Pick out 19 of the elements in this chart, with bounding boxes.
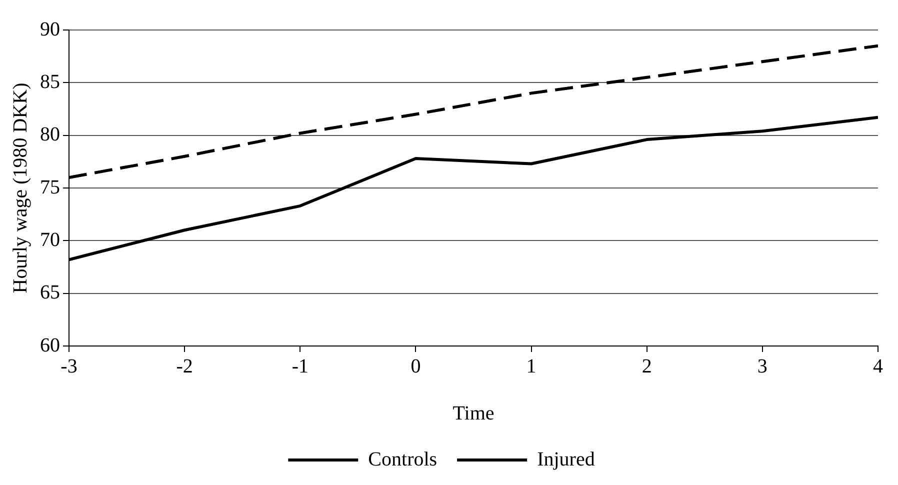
legend-label: Injured bbox=[537, 448, 595, 470]
y-axis-title: Hourly wage (1980 DKK) bbox=[9, 82, 32, 294]
x-tick-label: 0 bbox=[410, 355, 421, 378]
x-tick-label: 3 bbox=[757, 355, 768, 378]
legend-label: Controls bbox=[368, 448, 438, 470]
y-tick-label: 75 bbox=[40, 176, 60, 198]
x-axis-title: Time bbox=[452, 402, 494, 424]
y-tick-label: 70 bbox=[40, 228, 60, 251]
x-tick-label: 1 bbox=[526, 355, 536, 378]
y-tick-label: 80 bbox=[40, 124, 60, 146]
x-tick-label: -1 bbox=[292, 355, 308, 378]
y-tick-label: 90 bbox=[40, 18, 60, 40]
x-tick-label: -2 bbox=[176, 355, 193, 378]
y-tick-label: 85 bbox=[40, 70, 60, 93]
x-tick-label: -3 bbox=[60, 355, 78, 378]
x-tick-label: 2 bbox=[642, 355, 652, 378]
x-tick-label: 4 bbox=[873, 355, 883, 378]
y-tick-label: 65 bbox=[40, 282, 60, 304]
y-tick-label: 60 bbox=[40, 334, 60, 356]
